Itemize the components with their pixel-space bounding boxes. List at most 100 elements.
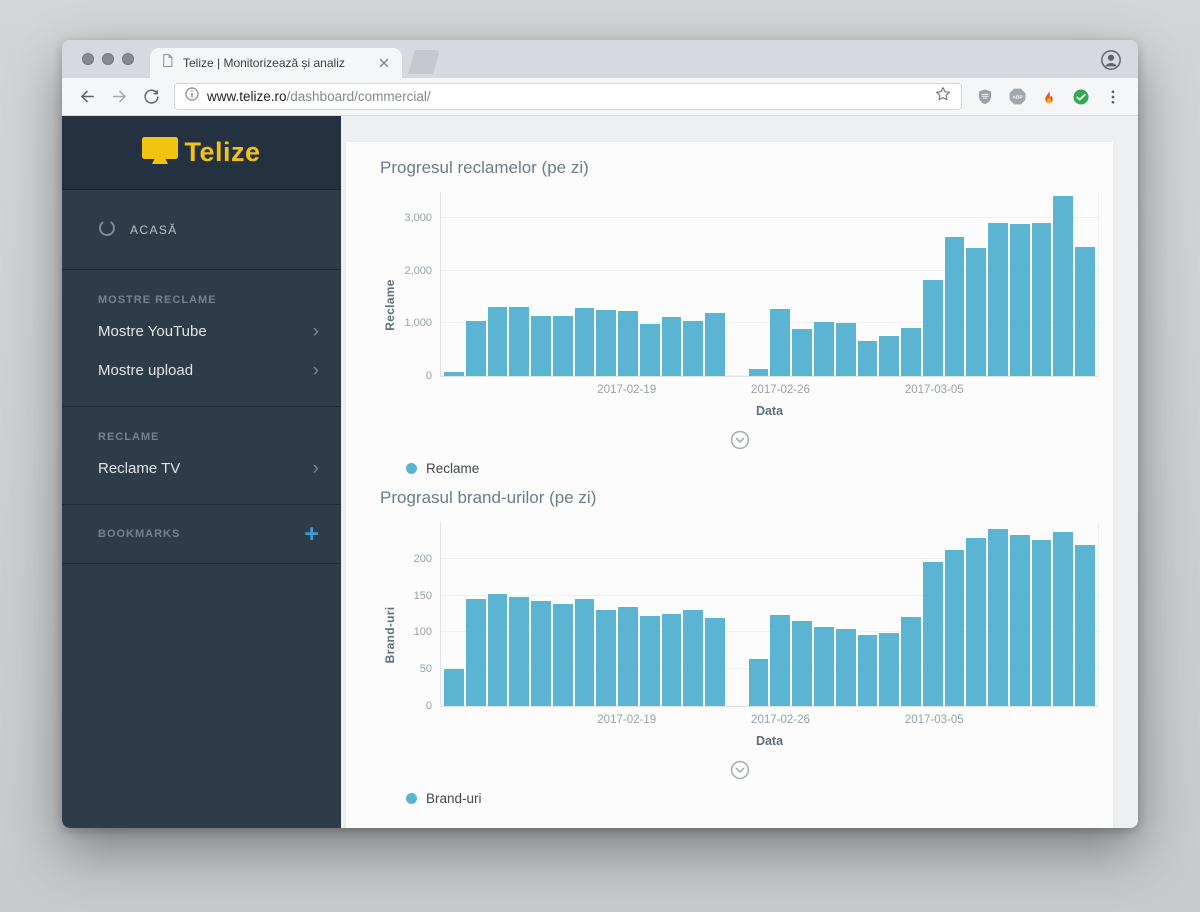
legend-dot <box>406 463 417 474</box>
bar <box>835 629 856 706</box>
bar <box>683 321 704 376</box>
bar <box>748 369 769 376</box>
y-tick-label: 3,000 <box>404 212 432 225</box>
bar-slot <box>748 192 769 376</box>
x-axis-label: Data <box>755 404 784 418</box>
bar <box>1031 223 1052 376</box>
bar <box>487 306 508 376</box>
sidebar-item-mostre-upload[interactable]: Mostre upload › <box>62 351 341 390</box>
check-extension-icon[interactable] <box>1068 84 1094 110</box>
address-bar[interactable]: www.telize.ro/dashboard/commercial/ <box>174 83 962 110</box>
bar <box>1009 223 1030 376</box>
gridline <box>441 705 1098 706</box>
bar-slot <box>857 192 878 376</box>
x-tick-label: 2017-02-26 <box>751 384 810 396</box>
bar <box>705 617 725 706</box>
bar-slot <box>988 522 1008 706</box>
close-window-button[interactable] <box>82 53 94 65</box>
bar-slot <box>618 522 638 706</box>
bar-slot <box>444 192 464 376</box>
bar <box>596 610 617 706</box>
bar <box>857 635 878 706</box>
bar-slot <box>444 522 464 706</box>
bar <box>1075 544 1095 706</box>
bar <box>922 561 943 706</box>
bar-slot <box>792 522 813 706</box>
bar-slot <box>531 192 551 376</box>
bar <box>509 597 530 706</box>
collapse-chevron-icon[interactable] <box>730 760 750 785</box>
minimize-window-button[interactable] <box>102 53 114 65</box>
sidebar-item-reclame-tv[interactable]: Reclame TV › <box>62 449 341 488</box>
bar-slot <box>879 192 900 376</box>
abp-extension-icon[interactable]: ABP <box>1004 84 1030 110</box>
y-tick-label: 0 <box>425 370 432 382</box>
y-tick-label: 100 <box>413 626 432 639</box>
bar <box>879 633 900 706</box>
bars <box>441 522 1098 706</box>
bar-slot <box>596 192 617 376</box>
bar-slot <box>574 522 595 706</box>
bar <box>792 620 813 706</box>
bar <box>661 614 682 706</box>
bar-slot <box>1031 192 1052 376</box>
bar <box>552 316 573 376</box>
bars <box>441 192 1098 376</box>
forward-button[interactable] <box>106 84 132 110</box>
chevron-right-icon: › <box>312 321 319 342</box>
bar-slot <box>944 192 965 376</box>
gridline <box>441 594 1098 596</box>
browser-tab[interactable]: Telize | Monitorizează și analiz <box>150 48 402 78</box>
bar-slot <box>552 192 573 376</box>
circle-icon <box>98 219 116 240</box>
bar <box>814 627 834 706</box>
bar <box>444 669 464 706</box>
legend-reclame[interactable]: Reclame <box>406 461 1099 476</box>
profile-icon[interactable] <box>1100 49 1122 76</box>
tab-close-icon[interactable] <box>376 55 392 71</box>
bar-slot <box>727 192 747 376</box>
bar <box>465 320 486 376</box>
legend-branduri[interactable]: Brand-uri <box>406 791 1099 806</box>
bar-slot <box>683 192 704 376</box>
x-tick-label: 2017-02-26 <box>751 714 810 726</box>
chart-block-reclame: Progresul reclamelor (pe zi) Reclame 0 1,… <box>380 158 1099 476</box>
sidebar-group-bookmarks: BOOKMARKS + <box>62 505 341 564</box>
bar-slot <box>705 192 725 376</box>
bar <box>770 615 791 706</box>
bar <box>857 341 878 376</box>
menu-dots-icon[interactable] <box>1100 84 1126 110</box>
bar <box>1009 535 1030 706</box>
bar <box>814 321 834 376</box>
bar-slot <box>1075 522 1095 706</box>
bar-slot <box>988 192 1008 376</box>
sidebar-item-home[interactable]: ACASĂ <box>62 190 341 269</box>
x-tick-label: 2017-03-05 <box>904 384 964 396</box>
bar-slot <box>465 522 486 706</box>
collapse-chevron-icon[interactable] <box>730 430 750 455</box>
x-tick-label: 2017-03-05 <box>904 714 964 726</box>
flame-extension-icon[interactable] <box>1036 84 1062 110</box>
ublock-extension-icon[interactable] <box>972 84 998 110</box>
telize-logo[interactable]: Telize <box>62 116 341 190</box>
bar-slot <box>661 522 682 706</box>
bar <box>618 607 638 706</box>
bar-slot <box>792 192 813 376</box>
bar-slot <box>944 522 965 706</box>
legend-label: Brand-uri <box>426 791 482 806</box>
zoom-window-button[interactable] <box>122 53 134 65</box>
bar-slot <box>901 192 921 376</box>
bar <box>944 237 965 376</box>
add-bookmark-button[interactable]: + <box>304 520 319 548</box>
bookmark-star-icon[interactable] <box>934 85 952 108</box>
back-button[interactable] <box>74 84 100 110</box>
page-info-icon[interactable] <box>184 86 200 107</box>
bar <box>879 336 900 376</box>
bar-slot <box>770 192 791 376</box>
item-label: Mostre upload <box>98 362 194 379</box>
new-tab-button[interactable] <box>408 50 440 74</box>
bar-slot <box>596 522 617 706</box>
reload-button[interactable] <box>138 84 164 110</box>
bookmarks-label: BOOKMARKS <box>98 528 181 540</box>
sidebar-item-mostre-youtube[interactable]: Mostre YouTube › <box>62 312 341 351</box>
